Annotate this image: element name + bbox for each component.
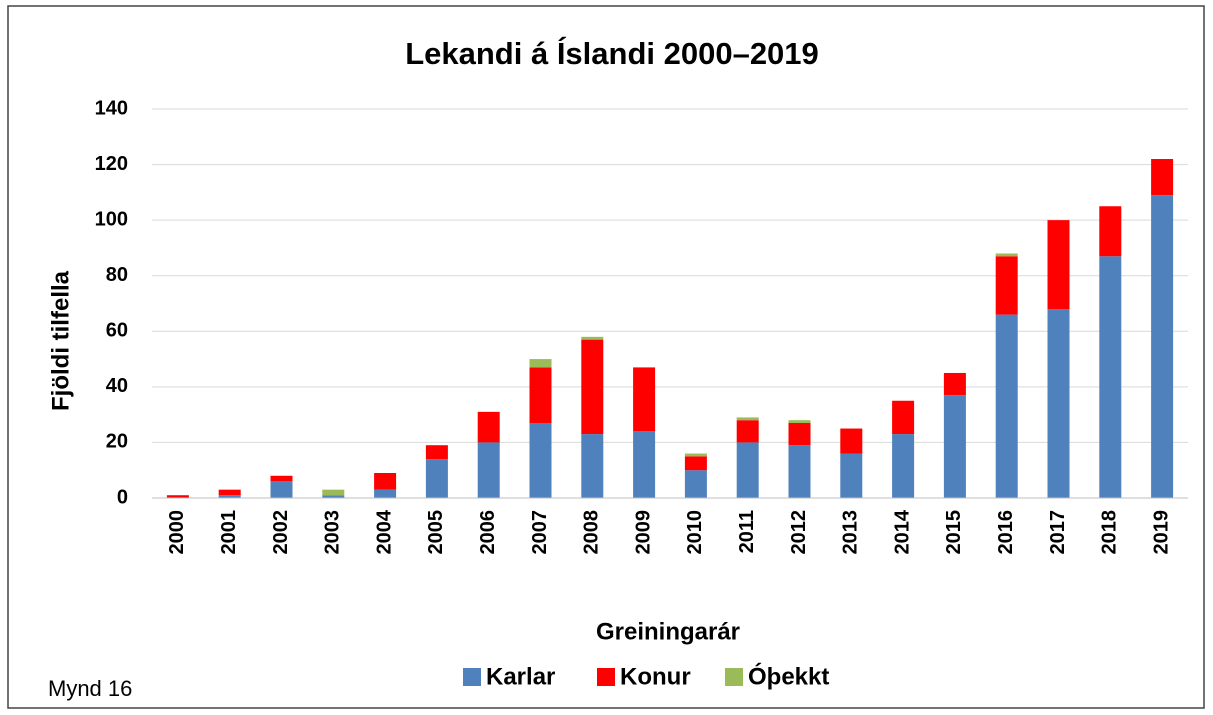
x-tick-label: 2010 (684, 510, 706, 555)
y-axis-title: Fjöldi tilfella (47, 270, 74, 411)
x-tick-label: 2008 (581, 510, 603, 555)
x-tick-label: 2011 (736, 510, 758, 553)
bar-segment (1099, 206, 1122, 257)
bar-segment (581, 336, 604, 340)
bar-segment (1099, 256, 1122, 498)
x-tick-label: 2016 (995, 510, 1017, 555)
bar-segment (943, 395, 966, 498)
y-tick-label: 140 (95, 97, 128, 119)
bar-segment (477, 411, 500, 443)
bar-segment (374, 472, 397, 490)
bar-segment (1047, 220, 1070, 310)
x-tick-label: 2001 (218, 510, 240, 555)
bar-segment (218, 489, 241, 496)
y-tick-label: 80 (106, 264, 128, 286)
y-tick-label: 40 (106, 375, 128, 397)
legend-label: Karlar (486, 663, 555, 690)
bar-segment (322, 495, 345, 498)
bar-segment (788, 420, 811, 423)
x-tick-label: 2003 (322, 510, 344, 555)
bar-segment (684, 470, 707, 498)
legend-swatch (725, 668, 743, 686)
bar-segment (529, 359, 552, 368)
bar-segment (684, 456, 707, 471)
chart-border (7, 5, 1205, 709)
bar-segment (529, 422, 552, 498)
bar-segment (736, 442, 759, 498)
x-tick-label: 2000 (166, 510, 188, 555)
x-tick-label: 2007 (529, 510, 551, 555)
bar-segment (736, 420, 759, 443)
bar-segment (788, 422, 811, 446)
bar-segment (1151, 159, 1174, 196)
x-tick-label: 2009 (632, 510, 654, 555)
chart-title: Lekandi á Íslandi 2000–2019 (405, 36, 819, 71)
bar-segment (788, 445, 811, 498)
figure-label: Mynd 16 (48, 676, 132, 701)
x-tick-label: 2002 (270, 510, 292, 555)
x-tick-label: 2014 (891, 509, 913, 554)
legend-swatch (463, 668, 481, 686)
bar-segment (684, 453, 707, 457)
bar-segment (166, 495, 189, 498)
x-tick-label: 2004 (373, 509, 395, 554)
bar-segment (995, 256, 1018, 315)
bar-segment (581, 434, 604, 498)
x-tick-label: 2019 (1150, 510, 1172, 555)
legend-swatch (597, 668, 615, 686)
legend-label: Konur (620, 663, 691, 690)
bar-segment (1047, 309, 1070, 498)
x-axis-title: Greiningarár (596, 618, 740, 645)
bar-segment (270, 481, 293, 498)
bar-segment (1151, 195, 1174, 498)
bar-segment (529, 367, 552, 423)
x-tick-label: 2015 (943, 510, 965, 555)
bar-segment (995, 314, 1018, 498)
x-tick-label: 2013 (840, 510, 862, 555)
bar-segment (995, 253, 1018, 257)
y-tick-label: 120 (95, 153, 128, 175)
x-tick-label: 2012 (788, 510, 810, 555)
bar-segment (840, 428, 863, 454)
y-tick-label: 0 (117, 486, 128, 508)
x-tick-label: 2005 (425, 510, 447, 555)
x-tick-label: 2018 (1099, 510, 1121, 555)
bar-segment (322, 489, 345, 496)
bar-segment (425, 445, 448, 460)
bar-segment (633, 431, 656, 498)
bar-segment (892, 400, 915, 435)
bar-segment (218, 495, 241, 498)
bar-segment (270, 475, 293, 482)
legend-label: Óþekkt (748, 662, 829, 690)
bar-segment (892, 434, 915, 498)
bar-segment (736, 417, 759, 421)
bar-segment (840, 453, 863, 498)
bar-segment (477, 442, 500, 498)
y-tick-label: 100 (95, 208, 128, 230)
bar-segment (425, 459, 448, 498)
x-tick-label: 2006 (477, 510, 499, 555)
y-tick-label: 60 (106, 320, 128, 342)
y-tick-label: 20 (106, 431, 128, 453)
bar-segment (374, 489, 397, 498)
bar-segment (581, 339, 604, 435)
bar-segment (633, 367, 656, 432)
bar-segment (943, 372, 966, 396)
x-tick-label: 2017 (1047, 510, 1069, 555)
